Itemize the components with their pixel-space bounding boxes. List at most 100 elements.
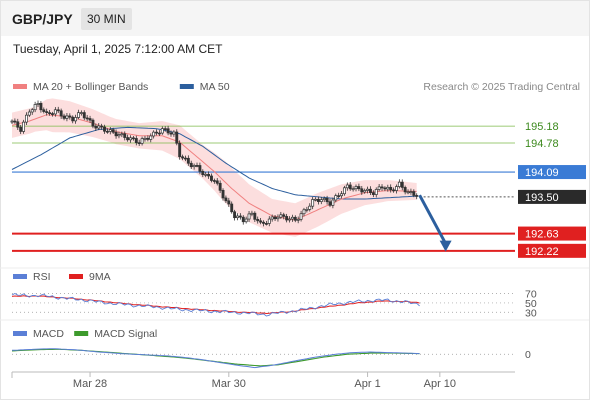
level-label-192.22: 192.22: [525, 246, 559, 258]
candle-body: [175, 131, 179, 144]
candle-body: [71, 116, 75, 122]
candle-body: [172, 131, 176, 135]
candle-body: [36, 103, 40, 105]
candle-body: [16, 121, 20, 128]
candle-body: [236, 215, 239, 219]
rsi-legend-swatch-0: [13, 274, 27, 279]
candle-body: [218, 182, 222, 191]
candle-body: [415, 195, 419, 197]
candle-body: [114, 131, 118, 137]
timestamp: Tuesday, April 1, 2025 7:12:00 AM CET: [13, 42, 223, 56]
candle-body: [250, 212, 254, 215]
candle-body: [288, 218, 291, 221]
candle-body: [201, 170, 205, 176]
candle-body: [186, 157, 190, 164]
legend-swatch-1: [179, 84, 194, 89]
candle-body: [400, 181, 404, 188]
candle-body: [340, 193, 344, 197]
level-label-193.50: 193.50: [525, 192, 559, 204]
ma20-line: [11, 114, 417, 221]
candle-body: [308, 205, 312, 210]
candle-body: [94, 125, 98, 129]
candle-body: [169, 132, 173, 135]
candle-body: [65, 115, 69, 119]
candle-body: [322, 197, 326, 201]
legend-swatch-0: [13, 84, 27, 89]
time-tick-label: Apr 1: [354, 378, 380, 390]
candle-body: [163, 128, 167, 130]
candle-body: [354, 186, 358, 190]
candle-body: [357, 186, 361, 190]
candle-body: [247, 213, 251, 220]
candle-body: [256, 219, 260, 222]
candle-body: [270, 216, 274, 220]
macd-legend-label-1: MACD Signal: [94, 328, 157, 340]
candle-body: [279, 214, 283, 218]
candle-body: [360, 188, 364, 193]
candle-body: [345, 184, 349, 189]
candle-body: [140, 138, 144, 144]
candle-body: [371, 192, 375, 195]
candle-body: [189, 162, 193, 168]
rsi-level-label-50: 50: [525, 298, 537, 310]
candle-body: [412, 191, 416, 196]
candle-body: [146, 137, 150, 140]
candle-body: [337, 195, 341, 197]
ma50-line: [11, 126, 417, 200]
candle-body: [88, 118, 92, 121]
candle-body: [30, 109, 34, 113]
level-label-195.18: 195.18: [525, 121, 559, 133]
level-label-192.63: 192.63: [525, 229, 559, 241]
macd-legend-swatch-0: [13, 331, 27, 336]
time-axis: Mar 28 Mar 30 Apr 1 Apr 10: [11, 371, 515, 390]
candle-body: [296, 218, 300, 221]
candle-body: [241, 216, 245, 223]
candle-body: [293, 216, 297, 221]
candle-body: [53, 109, 57, 115]
candle-body: [319, 199, 323, 202]
time-tick-label: Apr 10: [424, 378, 456, 390]
candle-body: [334, 195, 338, 201]
candle-body: [178, 142, 182, 158]
candle-body: [51, 113, 54, 115]
timeframe-button[interactable]: 30 MIN: [81, 8, 132, 30]
level-tag-194.09: [518, 165, 586, 180]
candle-body: [224, 197, 228, 202]
candle-body: [157, 132, 161, 135]
candle-body: [392, 189, 396, 192]
candle-body: [111, 129, 115, 133]
candle-body: [97, 125, 101, 129]
level-tag-193.50: [518, 189, 586, 204]
candle-body: [108, 129, 112, 132]
legend-label-1: MA 50: [200, 81, 230, 93]
candle-body: [383, 187, 387, 190]
candle-body: [409, 191, 413, 193]
candle-body: [195, 165, 199, 167]
candle-body: [192, 165, 196, 168]
candle-body: [267, 218, 271, 224]
candle-body: [259, 220, 263, 223]
candle-body: [351, 188, 355, 191]
candle-body: [131, 137, 135, 140]
candle-body: [233, 211, 237, 219]
candle-body: [25, 114, 28, 123]
candle-body: [207, 173, 211, 177]
time-tick-label: Mar 28: [73, 378, 107, 390]
chart-header: GBP/JPY 30 MIN: [1, 1, 589, 36]
macd-signal-line: [11, 348, 420, 367]
candle-body: [342, 187, 346, 195]
macd-panel: MACD MACD Signal 0: [0, 319, 589, 369]
candle-body: [244, 218, 248, 223]
candle-body: [68, 115, 72, 118]
candle-body: [227, 200, 231, 205]
candle-body: [212, 180, 216, 182]
candle-body: [129, 137, 132, 141]
candle-body: [314, 198, 317, 201]
rsi-legend-swatch-1: [69, 274, 83, 279]
candle-body: [328, 201, 332, 206]
candle-body: [155, 131, 158, 134]
level-tag-192.63: [518, 226, 586, 241]
candle-body: [215, 180, 219, 184]
candle-body: [19, 126, 23, 132]
